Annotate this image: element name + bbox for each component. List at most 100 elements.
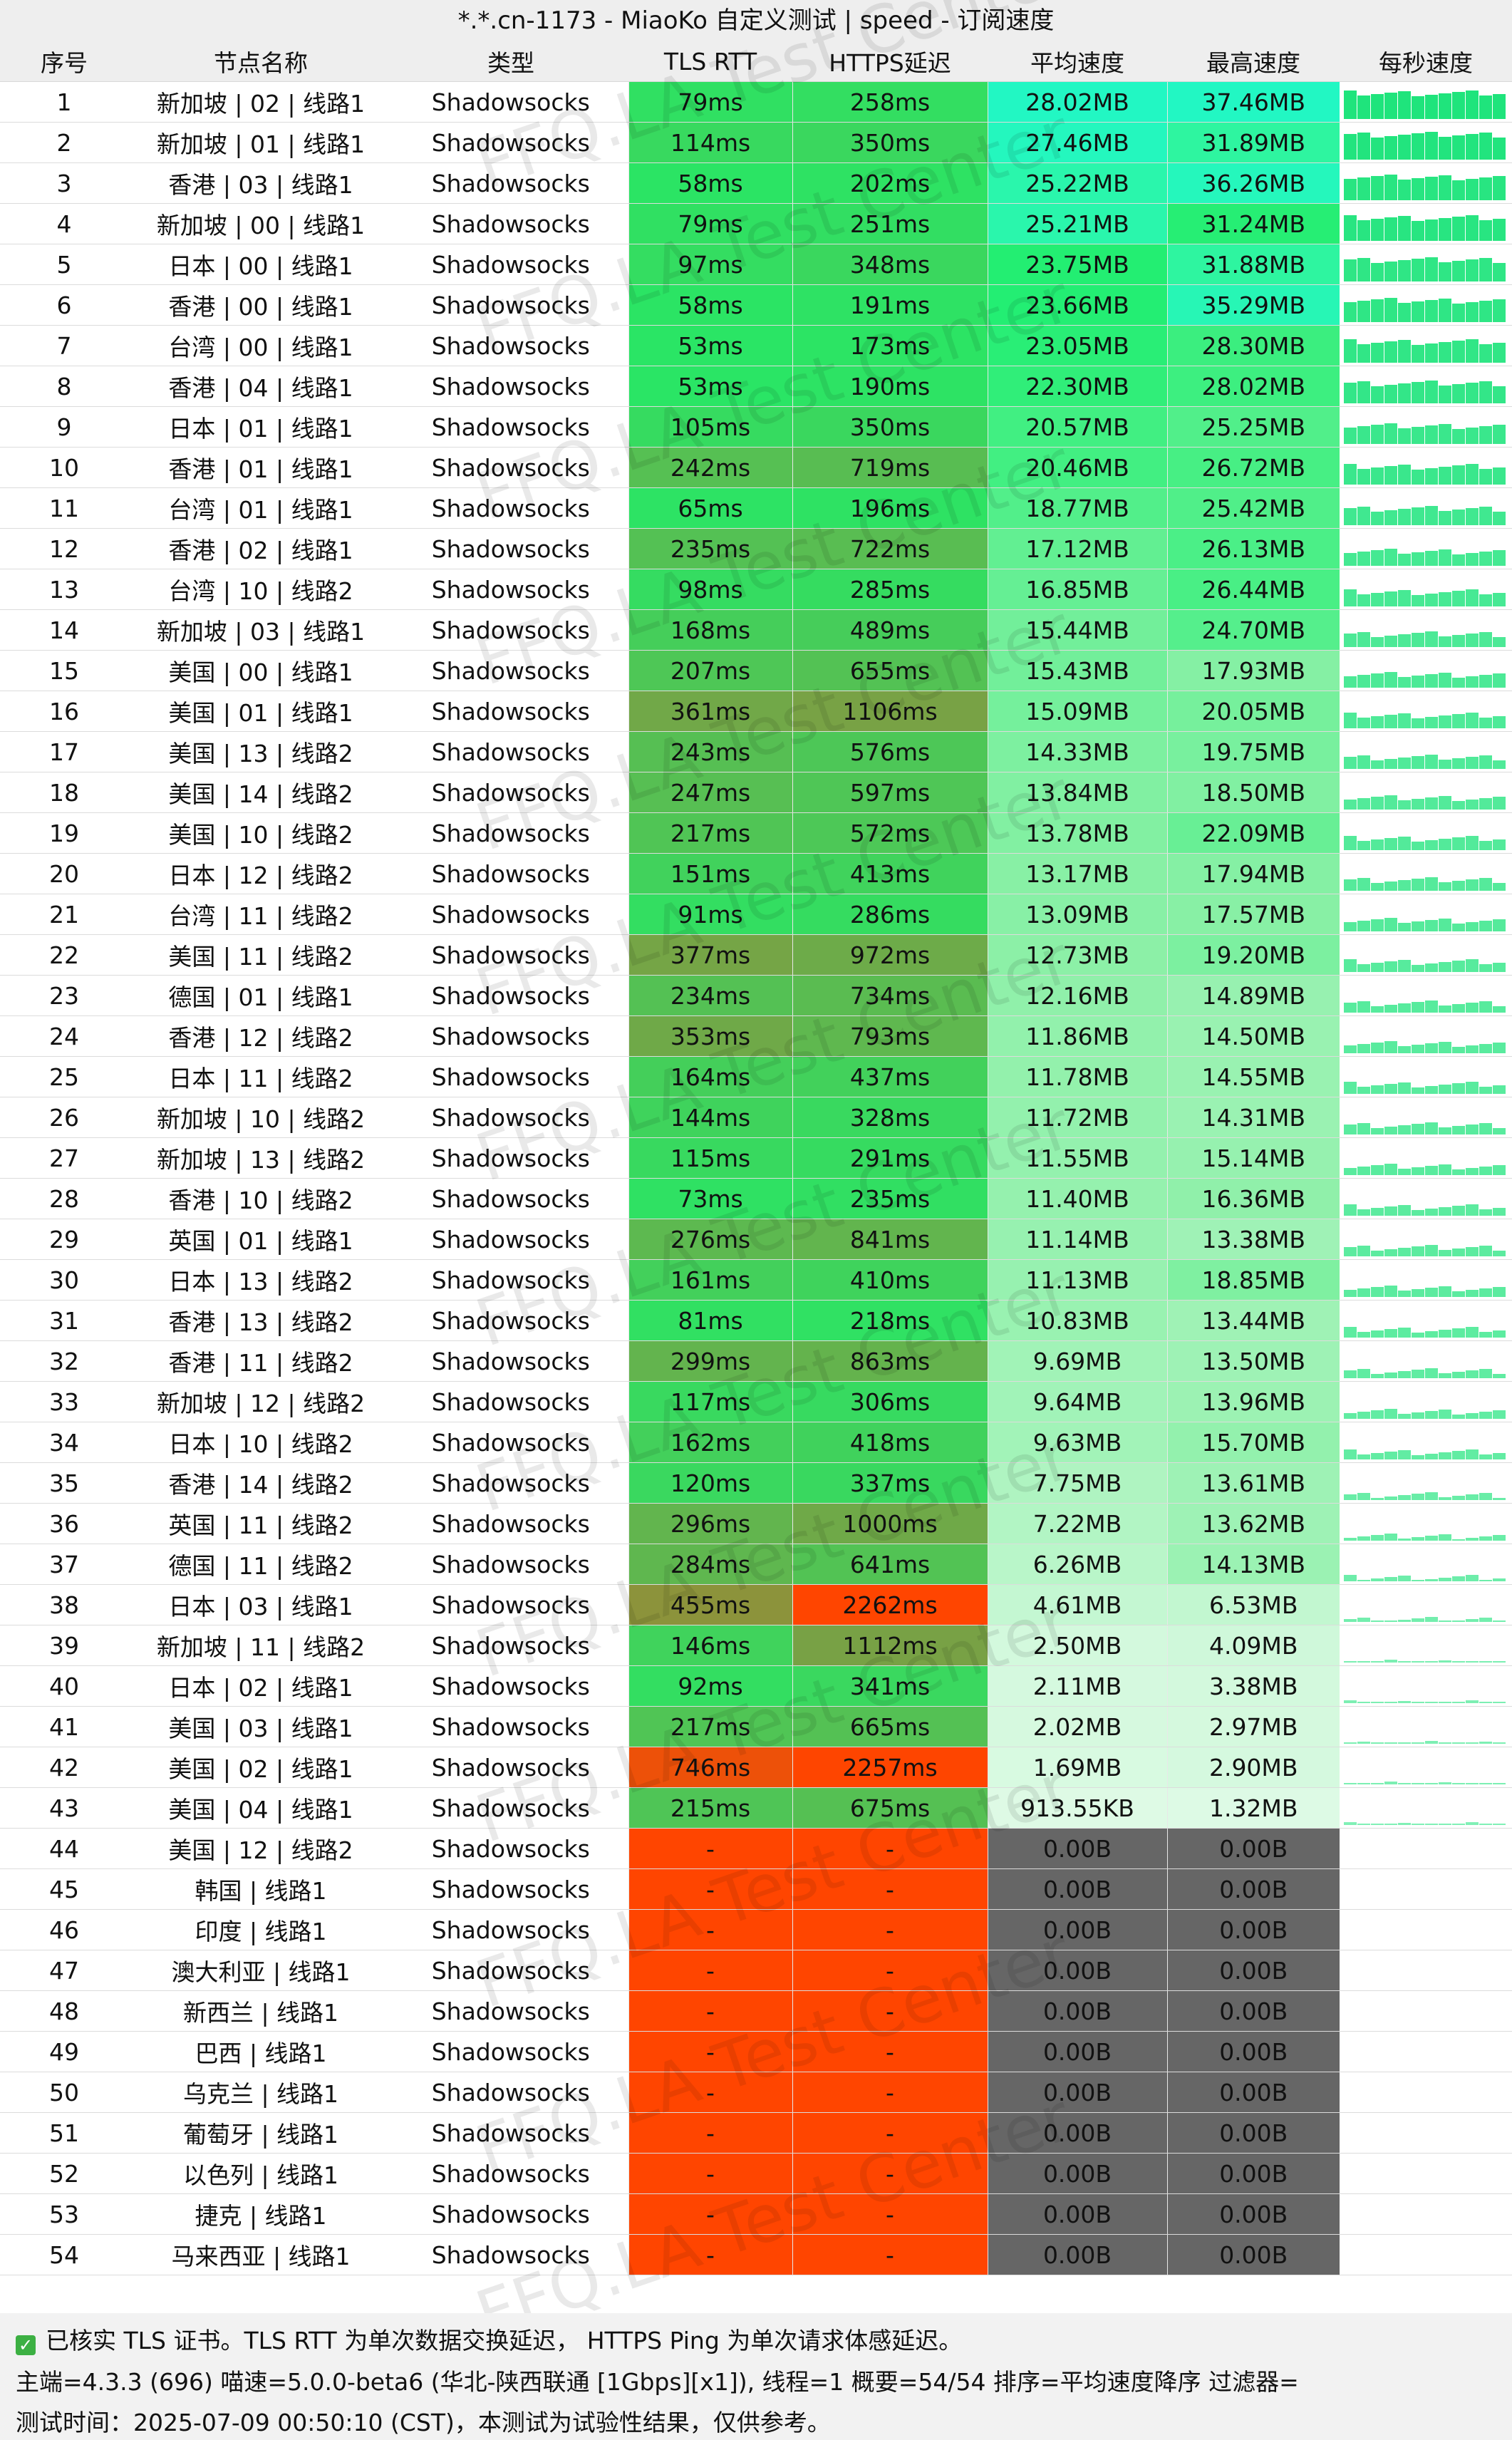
table-row[interactable]: 5 日本 | 00 | 线路1 Shadowsocks 97ms 348ms 23.75M…: [0, 244, 1512, 285]
table-row[interactable]: 35 香港 | 14 | 线路2 Shadowsocks 120ms 337ms 7.75…: [0, 1462, 1512, 1504]
node-type: Shadowsocks: [393, 1909, 628, 1950]
row-index: 45: [0, 1868, 128, 1910]
max-speed: 2.97MB: [1166, 1706, 1340, 1747]
column-header-index[interactable]: 序号: [0, 41, 128, 82]
sparkline-bar: [1384, 1329, 1397, 1338]
table-row[interactable]: 13 台湾 | 10 | 线路2 Shadowsocks 98ms 285ms 16.85…: [0, 569, 1512, 610]
table-row[interactable]: 52 以色列 | 线路1 Shadowsocks - -0.00B 0.00B: [0, 2153, 1512, 2194]
table-row[interactable]: 25 日本 | 11 | 线路2 Shadowsocks 164ms 437ms 11.7…: [0, 1056, 1512, 1097]
table-row[interactable]: 20 日本 | 12 | 线路2 Shadowsocks 151ms 413ms 13.1…: [0, 853, 1512, 894]
table-row[interactable]: 40 日本 | 02 | 线路1 Shadowsocks 92ms 341ms 2.11M…: [0, 1665, 1512, 1707]
table-row[interactable]: 50 乌克兰 | 线路1 Shadowsocks - -0.00B 0.00B: [0, 2072, 1512, 2113]
sparkline-bar: [1344, 339, 1357, 363]
sparkline-bar: [1344, 1449, 1357, 1459]
table-row[interactable]: 22 美国 | 11 | 线路2 Shadowsocks 377ms 972ms 12.7…: [0, 934, 1512, 976]
table-row[interactable]: 24 香港 | 12 | 线路2 Shadowsocks 353ms 793ms 11.8…: [0, 1015, 1512, 1057]
table-row[interactable]: 10 香港 | 01 | 线路1 Shadowsocks 242ms 719ms 20.4…: [0, 447, 1512, 488]
sparkline-bar: [1493, 219, 1506, 241]
avg-speed: 0.00B: [987, 1909, 1167, 1950]
table-row[interactable]: 1 新加坡 | 02 | 线路1 Shadowsocks 79ms 258ms 28.02…: [0, 81, 1512, 123]
max-speed: 18.85MB: [1166, 1259, 1340, 1301]
row-index: 11: [0, 487, 128, 529]
node-name: 韩国 | 线路1: [128, 1868, 393, 1910]
table-row[interactable]: 26 新加坡 | 10 | 线路2 Shadowsocks 144ms 328ms 11.…: [0, 1097, 1512, 1138]
table-row[interactable]: 53 捷克 | 线路1 Shadowsocks - -0.00B 0.00B: [0, 2193, 1512, 2235]
table-row[interactable]: 30 日本 | 13 | 线路2 Shadowsocks 161ms 410ms 11.1…: [0, 1259, 1512, 1301]
table-row[interactable]: 4 新加坡 | 00 | 线路1 Shadowsocks 79ms 251ms 25.21…: [0, 203, 1512, 244]
table-row[interactable]: 7 台湾 | 00 | 线路1 Shadowsocks 53ms 173ms 23.05M…: [0, 325, 1512, 366]
table-row[interactable]: 19 美国 | 10 | 线路2 Shadowsocks 217ms 572ms 13.7…: [0, 812, 1512, 854]
column-header-node-name[interactable]: 节点名称: [128, 41, 393, 82]
sparkline-bars: [1344, 1001, 1506, 1013]
table-row[interactable]: 9 日本 | 01 | 线路1 Shadowsocks 105ms 350ms 20.57…: [0, 406, 1512, 448]
check-icon: ✓: [16, 2335, 36, 2355]
table-row[interactable]: 28 香港 | 10 | 线路2 Shadowsocks 73ms 235ms 11.40…: [0, 1178, 1512, 1219]
table-row[interactable]: 54 马来西亚 | 线路1 Shadowsocks - -0.00B 0.00B: [0, 2234, 1512, 2275]
sparkline-bar: [1371, 425, 1384, 444]
avg-speed: 15.44MB: [987, 609, 1167, 651]
table-row[interactable]: 11 台湾 | 01 | 线路1 Shadowsocks 65ms 196ms 18.77…: [0, 487, 1512, 529]
table-row[interactable]: 47 澳大利亚 | 线路1 Shadowsocks - -0.00B 0.00B: [0, 1950, 1512, 1991]
table-row[interactable]: 39 新加坡 | 11 | 线路2 Shadowsocks 146ms 1112ms 2.…: [0, 1625, 1512, 1666]
table-row[interactable]: 51 葡萄牙 | 线路1 Shadowsocks - -0.00B 0.00B: [0, 2112, 1512, 2154]
sparkline-bar: [1371, 1330, 1384, 1338]
column-header-type[interactable]: 类型: [393, 41, 628, 82]
sparkline-bar: [1466, 259, 1479, 281]
table-row[interactable]: 18 美国 | 14 | 线路2 Shadowsocks 247ms 597ms 13.8…: [0, 772, 1512, 813]
column-header-tls-rtt[interactable]: TLS RTT: [628, 41, 792, 82]
table-row[interactable]: 8 香港 | 04 | 线路1 Shadowsocks 53ms 190ms 22.30M…: [0, 366, 1512, 407]
sparkline-bar: [1371, 1620, 1384, 1622]
table-row[interactable]: 15 美国 | 00 | 线路1 Shadowsocks 207ms 655ms 15.4…: [0, 650, 1512, 691]
table-row[interactable]: 32 香港 | 11 | 线路2 Shadowsocks 299ms 863ms 9.69…: [0, 1340, 1512, 1382]
table-row[interactable]: 23 德国 | 01 | 线路1 Shadowsocks 234ms 734ms 12.1…: [0, 975, 1512, 1016]
table-row[interactable]: 16 美国 | 01 | 线路1 Shadowsocks 361ms 1106ms 15.…: [0, 691, 1512, 732]
sparkline-bar: [1371, 1165, 1384, 1175]
sparkline-bars: [1344, 755, 1506, 769]
table-row[interactable]: 33 新加坡 | 12 | 线路2 Shadowsocks 117ms 306ms 9.6…: [0, 1381, 1512, 1422]
table-row[interactable]: 44 美国 | 12 | 线路2 Shadowsocks - -0.00B 0.00B: [0, 1828, 1512, 1869]
column-header-per-second-speed[interactable]: 每秒速度: [1340, 41, 1512, 82]
table-row[interactable]: 27 新加坡 | 13 | 线路2 Shadowsocks 115ms 291ms 11.…: [0, 1137, 1512, 1179]
sparkline-bar: [1493, 673, 1506, 688]
table-row[interactable]: 36 英国 | 11 | 线路2 Shadowsocks 296ms 1000ms 7.2…: [0, 1503, 1512, 1544]
table-row[interactable]: 38 日本 | 03 | 线路1 Shadowsocks 455ms 2262ms 4.6…: [0, 1584, 1512, 1625]
table-row[interactable]: 12 香港 | 02 | 线路1 Shadowsocks 235ms 722ms 17.1…: [0, 528, 1512, 569]
table-row[interactable]: 48 新西兰 | 线路1 Shadowsocks - -0.00B 0.00B: [0, 1990, 1512, 2032]
sparkline-bar: [1425, 840, 1438, 850]
tls-rtt: 105ms: [628, 406, 792, 448]
sparkline-bar: [1493, 1620, 1506, 1622]
tls-rtt: 117ms: [628, 1381, 792, 1422]
table-row[interactable]: 2 新加坡 | 01 | 线路1 Shadowsocks 114ms 350ms 27.4…: [0, 122, 1512, 163]
per-second-speed-sparkline: [1340, 1422, 1512, 1463]
table-row[interactable]: 42 美国 | 02 | 线路1 Shadowsocks 746ms 2257ms 1.6…: [0, 1747, 1512, 1788]
table-row[interactable]: 3 香港 | 03 | 线路1 Shadowsocks 58ms 202ms 25.22M…: [0, 162, 1512, 204]
table-row[interactable]: 29 英国 | 01 | 线路1 Shadowsocks 276ms 841ms 11.1…: [0, 1219, 1512, 1260]
sparkline-bar: [1439, 1742, 1451, 1744]
table-row[interactable]: 21 台湾 | 11 | 线路2 Shadowsocks 91ms 286ms 13.09…: [0, 894, 1512, 935]
column-header-avg-speed[interactable]: 平均速度: [988, 41, 1167, 82]
sparkline-bar: [1452, 429, 1465, 444]
sparkline-bars: [1344, 1575, 1506, 1581]
table-row[interactable]: 17 美国 | 13 | 线路2 Shadowsocks 243ms 576ms 14.3…: [0, 731, 1512, 772]
table-row[interactable]: 49 巴西 | 线路1 Shadowsocks - -0.00B 0.00B: [0, 2031, 1512, 2072]
column-header-https-latency[interactable]: HTTPS延迟: [792, 41, 988, 82]
sparkline-bars: [1344, 257, 1506, 281]
sparkline-bar: [1357, 1824, 1370, 1825]
table-row[interactable]: 6 香港 | 00 | 线路1 Shadowsocks 58ms 191ms 23.66M…: [0, 284, 1512, 326]
table-row[interactable]: 34 日本 | 10 | 线路2 Shadowsocks 162ms 418ms 9.63…: [0, 1422, 1512, 1463]
sparkline-bar: [1439, 342, 1451, 363]
sparkline-bar: [1479, 1580, 1492, 1581]
table-row[interactable]: 31 香港 | 13 | 线路2 Shadowsocks 81ms 218ms 10.83…: [0, 1300, 1512, 1341]
sparkline-bar: [1384, 549, 1397, 566]
column-header-max-speed[interactable]: 最高速度: [1167, 41, 1340, 82]
node-name: 英国 | 11 | 线路2: [128, 1503, 393, 1544]
table-row[interactable]: 41 美国 | 03 | 线路1 Shadowsocks 217ms 665ms 2.02…: [0, 1706, 1512, 1747]
table-row[interactable]: 37 德国 | 11 | 线路2 Shadowsocks 284ms 641ms 6.26…: [0, 1544, 1512, 1585]
table-row[interactable]: 14 新加坡 | 03 | 线路1 Shadowsocks 168ms 489ms 15.…: [0, 609, 1512, 651]
tls-rtt: 361ms: [628, 691, 792, 732]
table-row[interactable]: 46 印度 | 线路1 Shadowsocks - -0.00B 0.00B: [0, 1909, 1512, 1950]
table-row[interactable]: 43 美国 | 04 | 线路1 Shadowsocks 215ms 675ms 913.…: [0, 1787, 1512, 1829]
https-latency: 337ms: [792, 1462, 988, 1504]
table-row[interactable]: 45 韩国 | 线路1 Shadowsocks - -0.00B 0.00B: [0, 1868, 1512, 1910]
node-type: Shadowsocks: [393, 650, 628, 691]
